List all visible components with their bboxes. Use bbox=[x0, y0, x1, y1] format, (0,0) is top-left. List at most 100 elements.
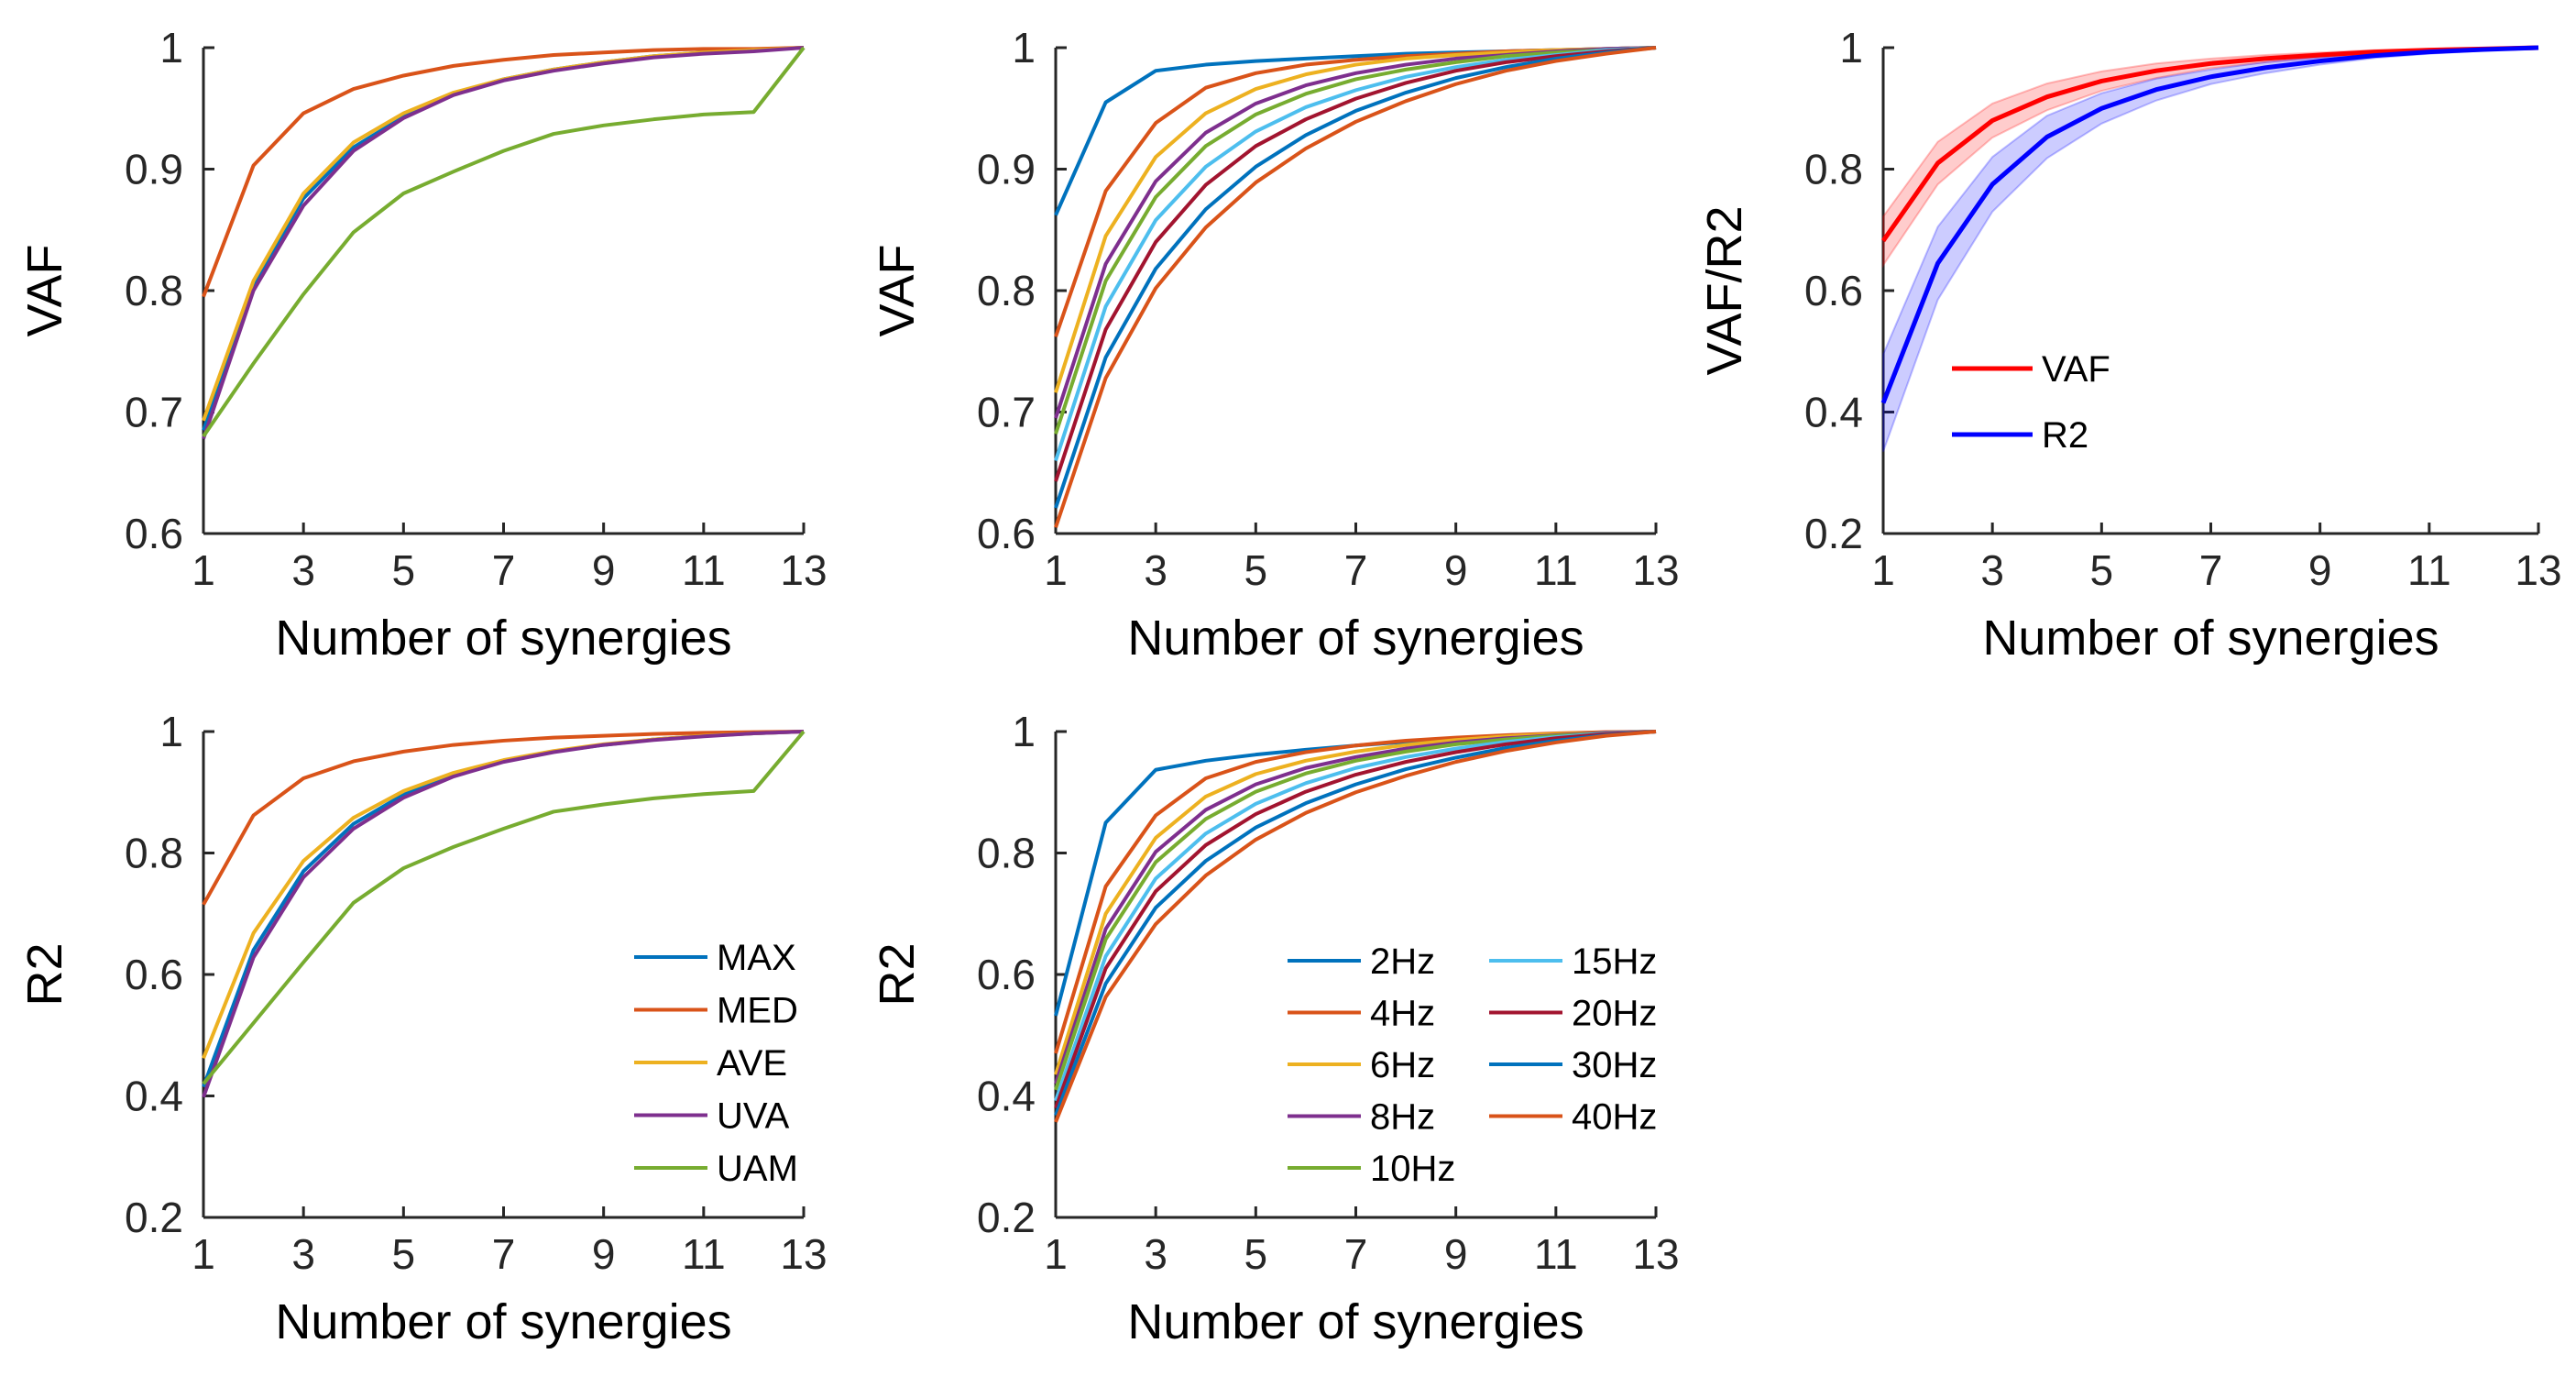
x-tick-label: 5 bbox=[2090, 546, 2114, 594]
legend-label: 20Hz bbox=[1572, 994, 1657, 1034]
legend-item-UVA: UVA bbox=[634, 1096, 790, 1137]
legend-item-15Hz: 15Hz bbox=[1489, 941, 1657, 982]
x-tick-label: 3 bbox=[1144, 546, 1167, 594]
x-tick-label: 3 bbox=[291, 1230, 315, 1278]
series-line-10Hz bbox=[1054, 46, 1657, 435]
y-tick-label: 0.2 bbox=[977, 1194, 1036, 1241]
x-axis-label: Number of synergies bbox=[1127, 611, 1584, 666]
legend-item-R2: R2 bbox=[1952, 415, 2088, 456]
legend-label: 30Hz bbox=[1572, 1045, 1657, 1085]
x-tick-label: 9 bbox=[592, 1230, 616, 1278]
legend-item-2Hz: 2Hz bbox=[1288, 941, 1435, 982]
legend-label: 15Hz bbox=[1572, 941, 1657, 982]
x-tick-label: 9 bbox=[1444, 1230, 1468, 1278]
legend-item-20Hz: 20Hz bbox=[1489, 994, 1657, 1034]
x-axis-label: Number of synergies bbox=[275, 611, 731, 666]
legend-item-UAM: UAM bbox=[634, 1149, 798, 1189]
legend-item-30Hz: 30Hz bbox=[1489, 1045, 1657, 1085]
x-tick-label: 11 bbox=[682, 1230, 726, 1278]
y-axis-label: R2 bbox=[870, 942, 925, 1006]
legend-label: 10Hz bbox=[1370, 1149, 1455, 1189]
legend-label: UVA bbox=[717, 1096, 790, 1137]
y-tick-label: 0.7 bbox=[125, 389, 183, 436]
legend-item-10Hz: 10Hz bbox=[1288, 1149, 1455, 1189]
y-axis-label: R2 bbox=[17, 942, 72, 1006]
x-tick-label: 11 bbox=[1534, 1230, 1578, 1278]
y-axis-label: VAF bbox=[17, 244, 72, 336]
x-tick-label: 13 bbox=[1632, 1230, 1679, 1278]
legend-label: 40Hz bbox=[1572, 1097, 1657, 1138]
legend-label: AVE bbox=[717, 1043, 787, 1084]
x-tick-label: 5 bbox=[1244, 1230, 1268, 1278]
y-axis-label: VAF/R2 bbox=[1697, 205, 1752, 375]
x-tick-label: 7 bbox=[1344, 546, 1368, 594]
x-tick-label: 9 bbox=[592, 546, 616, 594]
x-tick-label: 9 bbox=[1444, 546, 1468, 594]
legend-item-AVE: AVE bbox=[634, 1043, 787, 1084]
x-axis-label: Number of synergies bbox=[1127, 1294, 1584, 1349]
x-tick-label: 9 bbox=[2308, 546, 2332, 594]
x-tick-label: 7 bbox=[2199, 546, 2223, 594]
legend-item-MAX: MAX bbox=[634, 938, 796, 978]
y-tick-label: 0.8 bbox=[977, 830, 1036, 877]
series-line-R2 bbox=[1880, 45, 2539, 404]
x-tick-label: 11 bbox=[682, 546, 726, 594]
y-tick-label: 0.8 bbox=[1804, 146, 1863, 193]
y-tick-label: 0.8 bbox=[977, 267, 1036, 314]
x-tick-label: 5 bbox=[1244, 546, 1268, 594]
x-tick-label: 7 bbox=[492, 1230, 516, 1278]
x-tick-label: 1 bbox=[192, 546, 215, 594]
y-tick-label: 0.2 bbox=[125, 1194, 183, 1241]
y-tick-label: 0.8 bbox=[125, 267, 183, 314]
legend-item-6Hz: 6Hz bbox=[1288, 1045, 1435, 1085]
series-line-UAM bbox=[202, 730, 806, 1085]
legend-item-4Hz: 4Hz bbox=[1288, 994, 1435, 1034]
y-tick-label: 0.4 bbox=[1804, 389, 1863, 436]
series-line-30Hz bbox=[1054, 46, 1657, 509]
x-axis-label: Number of synergies bbox=[1982, 611, 2439, 666]
x-tick-label: 13 bbox=[1632, 546, 1679, 594]
x-tick-label: 5 bbox=[392, 546, 416, 594]
y-tick-label: 0.9 bbox=[977, 146, 1036, 193]
y-axis-label: VAF bbox=[870, 244, 925, 336]
x-tick-label: 1 bbox=[1871, 546, 1895, 594]
x-tick-label: 13 bbox=[2515, 546, 2561, 594]
legend-label: UAM bbox=[717, 1149, 798, 1189]
legend-label: 8Hz bbox=[1370, 1097, 1435, 1138]
series-line-MED bbox=[202, 730, 805, 906]
y-tick-label: 1 bbox=[159, 24, 183, 72]
y-tick-label: 0.2 bbox=[1804, 510, 1863, 557]
series-line-UVA bbox=[202, 730, 805, 1098]
legend-item-MED: MED bbox=[634, 991, 798, 1031]
x-tick-label: 13 bbox=[780, 546, 827, 594]
legend-item-40Hz: 40Hz bbox=[1489, 1097, 1657, 1138]
x-tick-label: 11 bbox=[2407, 546, 2451, 594]
y-tick-label: 0.6 bbox=[977, 951, 1036, 998]
x-axis-label: Number of synergies bbox=[275, 1294, 731, 1349]
x-tick-label: 11 bbox=[1534, 546, 1578, 594]
y-tick-label: 0.4 bbox=[125, 1073, 183, 1120]
legend-label: R2 bbox=[2042, 415, 2088, 456]
series-line-20Hz bbox=[1054, 46, 1657, 482]
legend-label: 6Hz bbox=[1370, 1045, 1435, 1085]
legend-label: MED bbox=[717, 991, 798, 1031]
y-tick-label: 0.7 bbox=[977, 389, 1036, 436]
y-tick-label: 0.6 bbox=[125, 510, 183, 557]
y-tick-label: 0.6 bbox=[125, 951, 183, 998]
y-tick-label: 1 bbox=[1012, 24, 1036, 72]
y-tick-label: 0.9 bbox=[125, 146, 183, 193]
x-tick-label: 7 bbox=[492, 546, 516, 594]
legend-item-VAF: VAF bbox=[1952, 349, 2110, 390]
y-tick-label: 1 bbox=[159, 708, 183, 755]
x-tick-label: 7 bbox=[1344, 1230, 1368, 1278]
series-line-40Hz bbox=[1054, 730, 1657, 1123]
legend-label: MAX bbox=[717, 938, 796, 978]
x-tick-label: 1 bbox=[1044, 1230, 1068, 1278]
y-tick-label: 1 bbox=[1839, 24, 1863, 72]
